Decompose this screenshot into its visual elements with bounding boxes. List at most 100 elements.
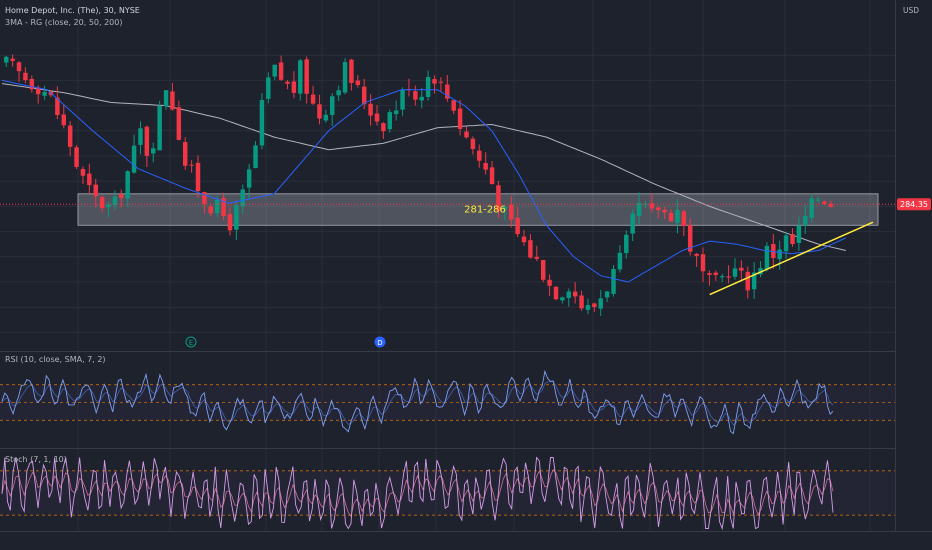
candle-body [822, 201, 827, 204]
candle-body [624, 234, 629, 254]
candle-body [393, 110, 399, 115]
stoch-pane[interactable]: Stoch (7, 1, 10) [0, 455, 895, 531]
candle-body [809, 198, 814, 219]
candle-body [668, 212, 674, 222]
price-axis[interactable]: USD [903, 6, 919, 15]
rsi-main-line [1, 369, 834, 435]
current-price-value: 284.35 [900, 200, 928, 209]
candle-body [125, 171, 130, 199]
candle-body [464, 131, 469, 138]
candle-body [87, 173, 92, 186]
candle-body [361, 86, 367, 105]
yellow-trendline[interactable] [709, 221, 874, 296]
candle-body [470, 138, 476, 149]
candle-body [259, 99, 265, 146]
candle-body [649, 203, 655, 209]
candle-body [189, 164, 194, 166]
earnings-circle [185, 336, 197, 348]
candle-body [285, 81, 290, 84]
candle-body [598, 298, 603, 309]
candle-body [170, 91, 175, 110]
candle-body [323, 114, 329, 121]
stoch-title: Stoch (7, 1, 10) [5, 455, 67, 464]
candle-body [483, 163, 488, 170]
candle-body [99, 197, 105, 209]
candle-body [67, 125, 73, 147]
candle-body [432, 79, 437, 84]
currency-label: USD [903, 6, 919, 15]
rsi-title: RSI (10, close, SMA, 7, 2) [5, 355, 106, 364]
current-price-badge-bg [897, 198, 931, 211]
candle-body [253, 145, 258, 169]
dividend-event-marker[interactable]: D [374, 336, 386, 348]
candle-body [790, 234, 795, 244]
earnings-event-marker[interactable]: E [185, 336, 197, 348]
candle-body [758, 268, 763, 275]
candle-body [202, 192, 207, 205]
zone-label: 281-286 [464, 205, 506, 216]
candle-body [547, 279, 552, 286]
candle-body [74, 147, 79, 167]
ma50-line [1, 79, 847, 283]
candle-body [572, 291, 578, 297]
candle-body [355, 80, 361, 85]
stoch-lines [1, 456, 834, 531]
candle-body [163, 90, 169, 107]
candle-body [80, 169, 86, 176]
candle-body [521, 236, 527, 243]
candle-body [508, 204, 514, 220]
candle-body [732, 268, 738, 277]
candle-body [828, 203, 834, 207]
ma-indicator-title: 3MA - RG (close, 20, 50, 200) [5, 18, 122, 27]
candle-body [336, 90, 341, 96]
candle-body [131, 145, 137, 173]
candle-body [55, 97, 60, 115]
rsi-levels [0, 384, 895, 421]
candle-body [707, 273, 712, 275]
candle-body [656, 207, 661, 211]
candle-body [687, 225, 693, 252]
dividend-event-label: D [377, 339, 382, 347]
price-pane[interactable]: 281-286 Home Depot, Inc. (The), 30, NYSE… [0, 0, 895, 531]
candle-body [579, 295, 584, 309]
candle-body [387, 112, 393, 130]
candle-body [419, 96, 424, 101]
candle-body [719, 276, 725, 278]
candle-body [796, 225, 802, 243]
candle-body [240, 189, 245, 207]
candle-body [445, 84, 450, 99]
price-grid [0, 0, 895, 531]
candle-body [604, 291, 610, 298]
candle-body [42, 91, 47, 96]
candle-body [374, 113, 380, 122]
candle-body [457, 108, 463, 130]
ma50-polyline [1, 79, 847, 283]
rsi-pane[interactable]: RSI (10, close, SMA, 7, 2) [0, 355, 895, 435]
candle-body [246, 169, 252, 188]
candle-body [381, 123, 386, 132]
candle-body [700, 254, 706, 272]
candle-body [298, 60, 303, 94]
candle-body [304, 59, 309, 94]
candle-body [342, 62, 348, 93]
candle-body [214, 199, 220, 214]
candle-body [489, 167, 495, 185]
rsi-lines [1, 369, 834, 435]
candle-body [553, 286, 559, 300]
candle-body [119, 194, 124, 199]
candle-body [745, 271, 750, 291]
candle-body [764, 245, 770, 270]
candle-body [10, 58, 15, 61]
candle-body [534, 256, 540, 259]
candle-body [16, 62, 22, 72]
rsi-signal-line [1, 380, 834, 426]
candle-body [425, 77, 431, 97]
candle-body [477, 150, 482, 161]
candle-body [93, 184, 98, 197]
candle-body [611, 268, 616, 294]
candle-body [636, 202, 642, 216]
dividend-circle [374, 336, 386, 348]
candle-body [675, 209, 680, 223]
candle-body [451, 100, 456, 111]
